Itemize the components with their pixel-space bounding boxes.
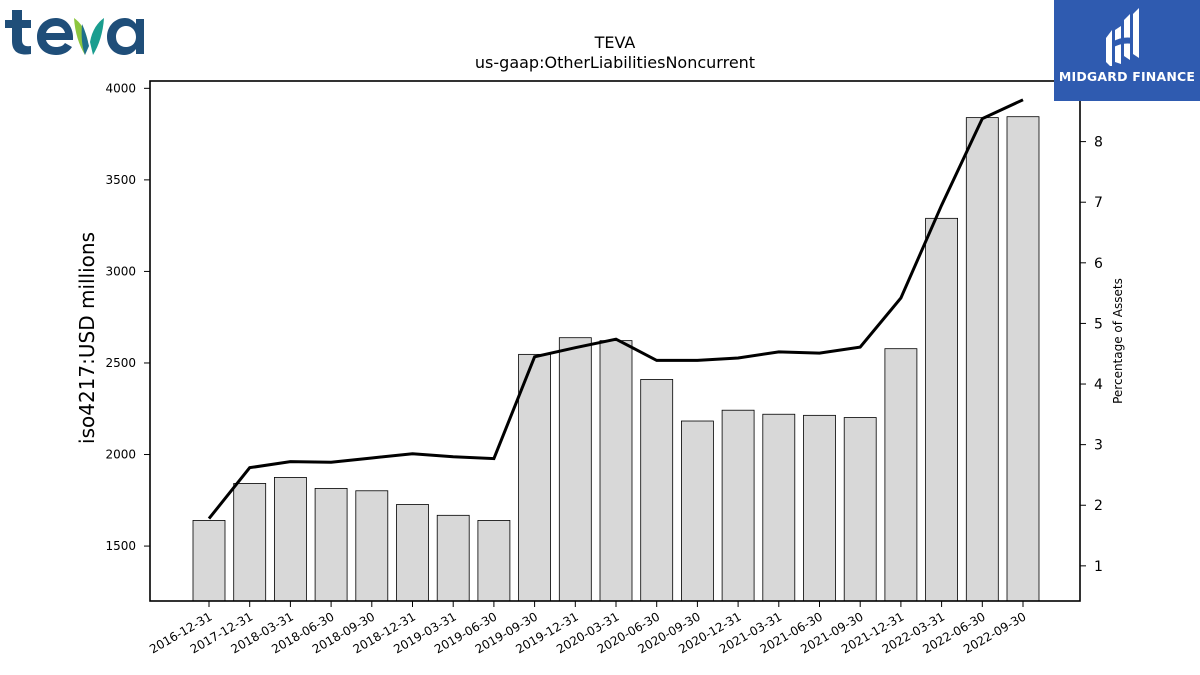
midgard-logo-icon [1106, 8, 1139, 68]
y2-axis-label: Percentage of Assets [1111, 278, 1125, 404]
y-axis-label: iso4217:USD millions [75, 232, 99, 444]
x-axis: 2016-12-312017-12-312018-03-312018-06-30… [147, 601, 1029, 656]
bar [558, 337, 592, 602]
bar [803, 414, 836, 602]
y2-tick-label: 5 [1094, 316, 1103, 332]
y-tick-label: 3000 [105, 264, 136, 278]
bar [518, 353, 551, 602]
left-axis: 1500 2000 2500 3000 3500 4000 [105, 81, 150, 553]
bar [192, 520, 226, 602]
y-tick-label: 3500 [105, 173, 136, 187]
y2-tick-label: 2 [1094, 498, 1103, 514]
right-axis: 1 2 3 4 5 6 7 8 [1080, 135, 1103, 575]
bar [721, 409, 755, 602]
bar [762, 413, 796, 602]
y2-tick-label: 6 [1094, 256, 1103, 272]
y2-tick-label: 7 [1094, 195, 1103, 211]
bar [355, 490, 389, 602]
teva-logo [4, 4, 145, 60]
bar [1006, 116, 1040, 602]
bar [233, 483, 267, 602]
percentage-line [207, 98, 1024, 520]
y2-tick-label: 3 [1094, 438, 1103, 454]
y-tick-label: 4000 [105, 81, 136, 95]
y2-tick-label: 8 [1094, 135, 1103, 151]
plot-frame [149, 80, 1081, 602]
chart-title: TEVA [594, 33, 636, 52]
bar [477, 520, 511, 602]
y-tick-label: 1500 [105, 539, 136, 553]
chart-subtitle: us-gaap:OtherLiabilitiesNoncurrent [475, 53, 755, 72]
y2-tick-label: 1 [1094, 559, 1103, 575]
bar [681, 420, 714, 602]
midgard-finance-label: MIDGARD FINANCE [1058, 69, 1196, 84]
bar [599, 340, 633, 602]
bar-series [192, 116, 1040, 602]
bar [925, 217, 958, 602]
y-tick-label: 2500 [105, 356, 136, 370]
bar [436, 514, 470, 602]
bar [273, 477, 307, 602]
midgard-finance-badge: MIDGARD FINANCE [1054, 0, 1200, 101]
bar [314, 487, 348, 602]
y-tick-label: 2000 [105, 448, 136, 462]
bar [843, 417, 877, 602]
bar [965, 117, 999, 602]
bar [396, 504, 429, 602]
y2-tick-label: 4 [1094, 377, 1103, 393]
bar [884, 348, 918, 602]
bar [640, 379, 674, 602]
